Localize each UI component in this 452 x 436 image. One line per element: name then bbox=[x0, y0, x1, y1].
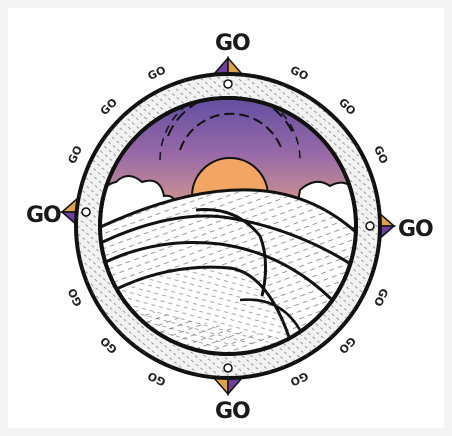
sun-icon bbox=[159, 100, 301, 197]
north-arrow-icon bbox=[212, 56, 244, 75]
west-label: GO bbox=[26, 203, 61, 228]
east-label: GO bbox=[398, 217, 433, 242]
minor-go-label: GO bbox=[65, 144, 85, 166]
minor-go-label: GO bbox=[336, 334, 358, 356]
ring-dot bbox=[223, 79, 233, 89]
ring-dot bbox=[81, 207, 91, 217]
minor-go-label: GO bbox=[288, 369, 310, 389]
north-label: GO bbox=[215, 31, 250, 56]
minor-go-label: GO bbox=[98, 96, 120, 118]
ring-dot bbox=[223, 363, 233, 373]
minor-go-label: GO bbox=[146, 369, 168, 389]
minor-go-label: GO bbox=[371, 144, 391, 166]
west-arrow-icon bbox=[60, 196, 79, 228]
south-label: GO bbox=[215, 399, 250, 424]
minor-go-label: GO bbox=[288, 63, 310, 83]
minor-go-label: GO bbox=[65, 286, 85, 308]
minor-go-label: GO bbox=[146, 63, 168, 83]
landscape-scene bbox=[102, 100, 354, 352]
ring-dot bbox=[365, 221, 375, 231]
minor-go-label: GO bbox=[336, 96, 358, 118]
rolling-hills bbox=[102, 188, 354, 352]
minor-go-label: GO bbox=[371, 286, 391, 308]
south-arrow-icon bbox=[212, 377, 244, 396]
minor-go-label: GO bbox=[98, 334, 120, 356]
